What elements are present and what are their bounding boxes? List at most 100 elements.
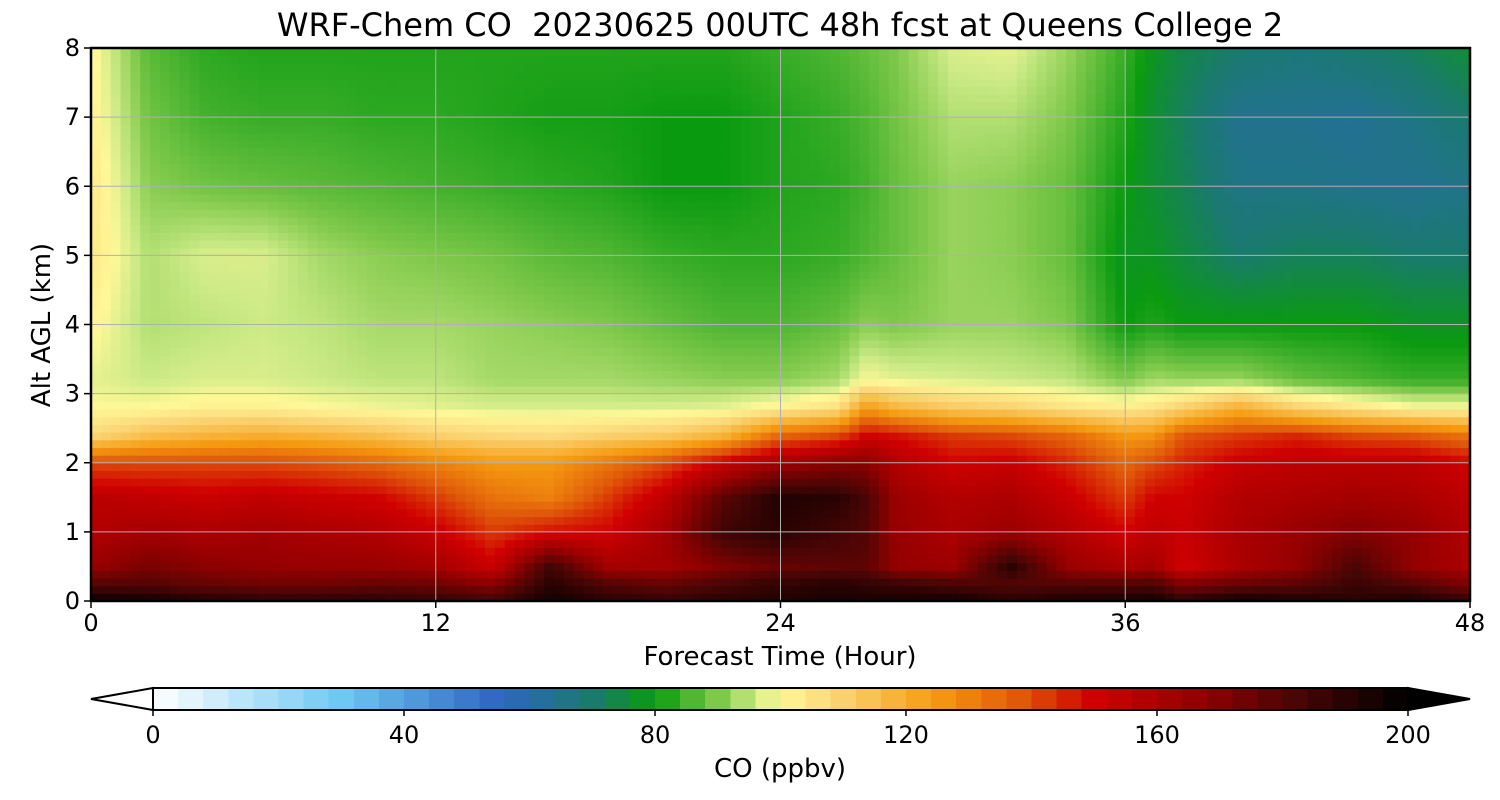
heatmap-cell [553, 508, 565, 518]
heatmap-cell [278, 101, 289, 111]
heatmap-cell [701, 570, 713, 579]
heatmap-cell [475, 332, 486, 341]
heatmap-cell [593, 393, 604, 402]
heatmap-cell [248, 324, 260, 333]
heatmap-cell [721, 78, 732, 87]
heatmap-cell [209, 401, 220, 410]
heatmap-cell [386, 232, 397, 241]
heatmap-cell [544, 178, 555, 187]
heatmap-cell [130, 86, 141, 95]
heatmap-cell [386, 447, 397, 456]
heatmap-cell [386, 240, 397, 249]
heatmap-cell [356, 140, 368, 149]
heatmap-cell [741, 416, 752, 425]
heatmap-cell [327, 232, 338, 241]
heatmap-cell [406, 109, 417, 118]
heatmap-cell [524, 286, 535, 295]
heatmap-cell [219, 263, 230, 272]
heatmap-cell [416, 94, 427, 103]
heatmap-cell [632, 286, 644, 295]
heatmap-cell [494, 332, 506, 341]
heatmap-cell [721, 416, 732, 425]
heatmap-cell [563, 501, 575, 510]
heatmap-cell [731, 493, 742, 502]
heatmap-cell [396, 516, 407, 525]
heatmap-cell [593, 216, 604, 226]
heatmap-cell [583, 585, 594, 594]
heatmap-cell [701, 178, 713, 187]
heatmap-cell [465, 516, 476, 525]
heatmap-cell [219, 117, 230, 126]
heatmap-cell [297, 55, 309, 64]
heatmap-cell [445, 270, 457, 280]
heatmap-cell [475, 524, 486, 533]
heatmap-cell [583, 355, 594, 364]
heatmap-cell [327, 370, 338, 379]
heatmap-cell [524, 216, 535, 226]
heatmap-cell [731, 201, 742, 210]
heatmap-cell [544, 508, 555, 518]
heatmap-cell [150, 531, 161, 541]
heatmap-cell [632, 362, 644, 372]
heatmap-cell [721, 117, 732, 126]
heatmap-cell [258, 117, 269, 126]
heatmap-cell [573, 524, 585, 533]
heatmap-cell [613, 224, 624, 233]
heatmap-cell [553, 170, 565, 180]
heatmap-cell [534, 55, 545, 64]
heatmap-cell [307, 385, 319, 395]
heatmap-cell [356, 432, 368, 441]
heatmap-cell [701, 408, 713, 418]
heatmap-cell [622, 209, 634, 218]
heatmap-cell [130, 109, 141, 118]
heatmap-cell [366, 178, 378, 187]
heatmap-cell [445, 163, 457, 172]
heatmap-cell [770, 501, 782, 510]
heatmap-cell [219, 447, 230, 456]
heatmap-field [91, 48, 1470, 601]
heatmap-cell [475, 408, 486, 418]
heatmap-cell [416, 232, 427, 241]
heatmap-cell [445, 178, 457, 187]
heatmap-cell [406, 209, 417, 218]
heatmap-cell [485, 478, 496, 487]
heatmap-cell [307, 593, 319, 601]
heatmap-cell [248, 508, 260, 518]
heatmap-cell [150, 78, 161, 87]
heatmap-cell [159, 109, 171, 118]
heatmap-cell [366, 593, 378, 601]
heatmap-cell [130, 516, 141, 525]
heatmap-cell [425, 501, 437, 510]
heatmap-cell [169, 501, 181, 510]
heatmap-cell [563, 547, 575, 556]
heatmap-cell [209, 286, 220, 295]
heatmap-cell [288, 63, 299, 72]
heatmap-cell [760, 140, 772, 149]
heatmap-cell [701, 232, 713, 241]
heatmap-cell [386, 71, 397, 80]
heatmap-cell [258, 378, 269, 387]
heatmap-cell [435, 577, 447, 587]
heatmap-cell [179, 424, 191, 433]
heatmap-cell [189, 293, 200, 303]
heatmap-cell [268, 63, 279, 72]
heatmap-cell [760, 554, 772, 564]
heatmap-cell [179, 531, 191, 541]
heatmap-cell [642, 163, 654, 172]
heatmap-cell [682, 147, 693, 157]
heatmap-cell [573, 562, 585, 571]
heatmap-cell [731, 293, 742, 303]
heatmap-cell [593, 547, 604, 556]
heatmap-cell [169, 362, 181, 372]
heatmap-cell [504, 270, 516, 280]
heatmap-cell [721, 270, 732, 280]
heatmap-cell [632, 140, 644, 149]
heatmap-cell [228, 286, 240, 295]
heatmap-cell [435, 178, 447, 187]
heatmap-cell [179, 508, 191, 518]
heatmap-cell [711, 216, 722, 226]
heatmap-cell [701, 193, 713, 203]
heatmap-cell [475, 416, 486, 425]
heatmap-cell [366, 393, 378, 402]
heatmap-cell [622, 216, 634, 226]
